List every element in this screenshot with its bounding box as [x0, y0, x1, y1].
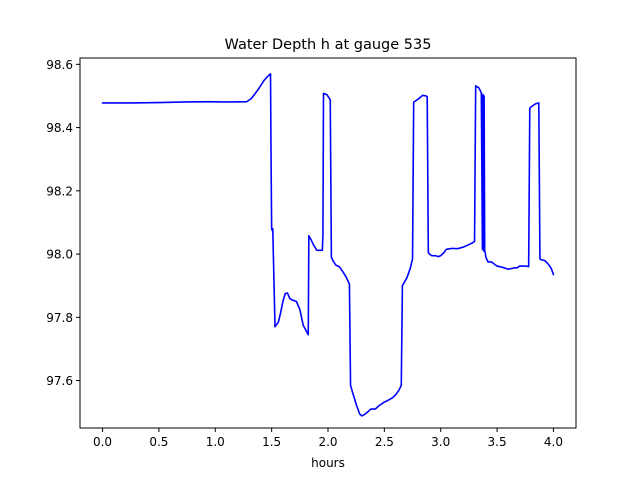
x-tick-label: 1.5 [262, 435, 281, 449]
x-tick-label: 2.5 [375, 435, 394, 449]
x-tick-label: 2.0 [318, 435, 337, 449]
y-tick-label: 98.4 [46, 121, 73, 135]
x-tick-label: 3.5 [488, 435, 507, 449]
y-axis-ticks: 97.6 97.8 98.0 98.2 98.4 98.6 [46, 58, 80, 388]
x-tick-label: 3.0 [431, 435, 450, 449]
y-tick-label: 98.2 [46, 184, 73, 198]
y-tick-label: 97.6 [46, 374, 73, 388]
x-axis-label: hours [311, 456, 345, 470]
y-tick-label: 98.6 [46, 58, 73, 72]
x-tick-label: 4.0 [544, 435, 563, 449]
chart-title: Water Depth h at gauge 535 [225, 37, 432, 53]
x-tick-label: 1.0 [206, 435, 225, 449]
x-tick-label: 0.0 [93, 435, 112, 449]
plot-area [101, 73, 555, 417]
series-line-0 [101, 73, 555, 417]
x-tick-label: 0.5 [149, 435, 168, 449]
x-axis-ticks: 0.0 0.5 1.0 1.5 2.0 2.5 3.0 3.5 4.0 [93, 428, 563, 449]
y-tick-label: 98.0 [46, 248, 73, 262]
y-tick-label: 97.8 [46, 311, 73, 325]
